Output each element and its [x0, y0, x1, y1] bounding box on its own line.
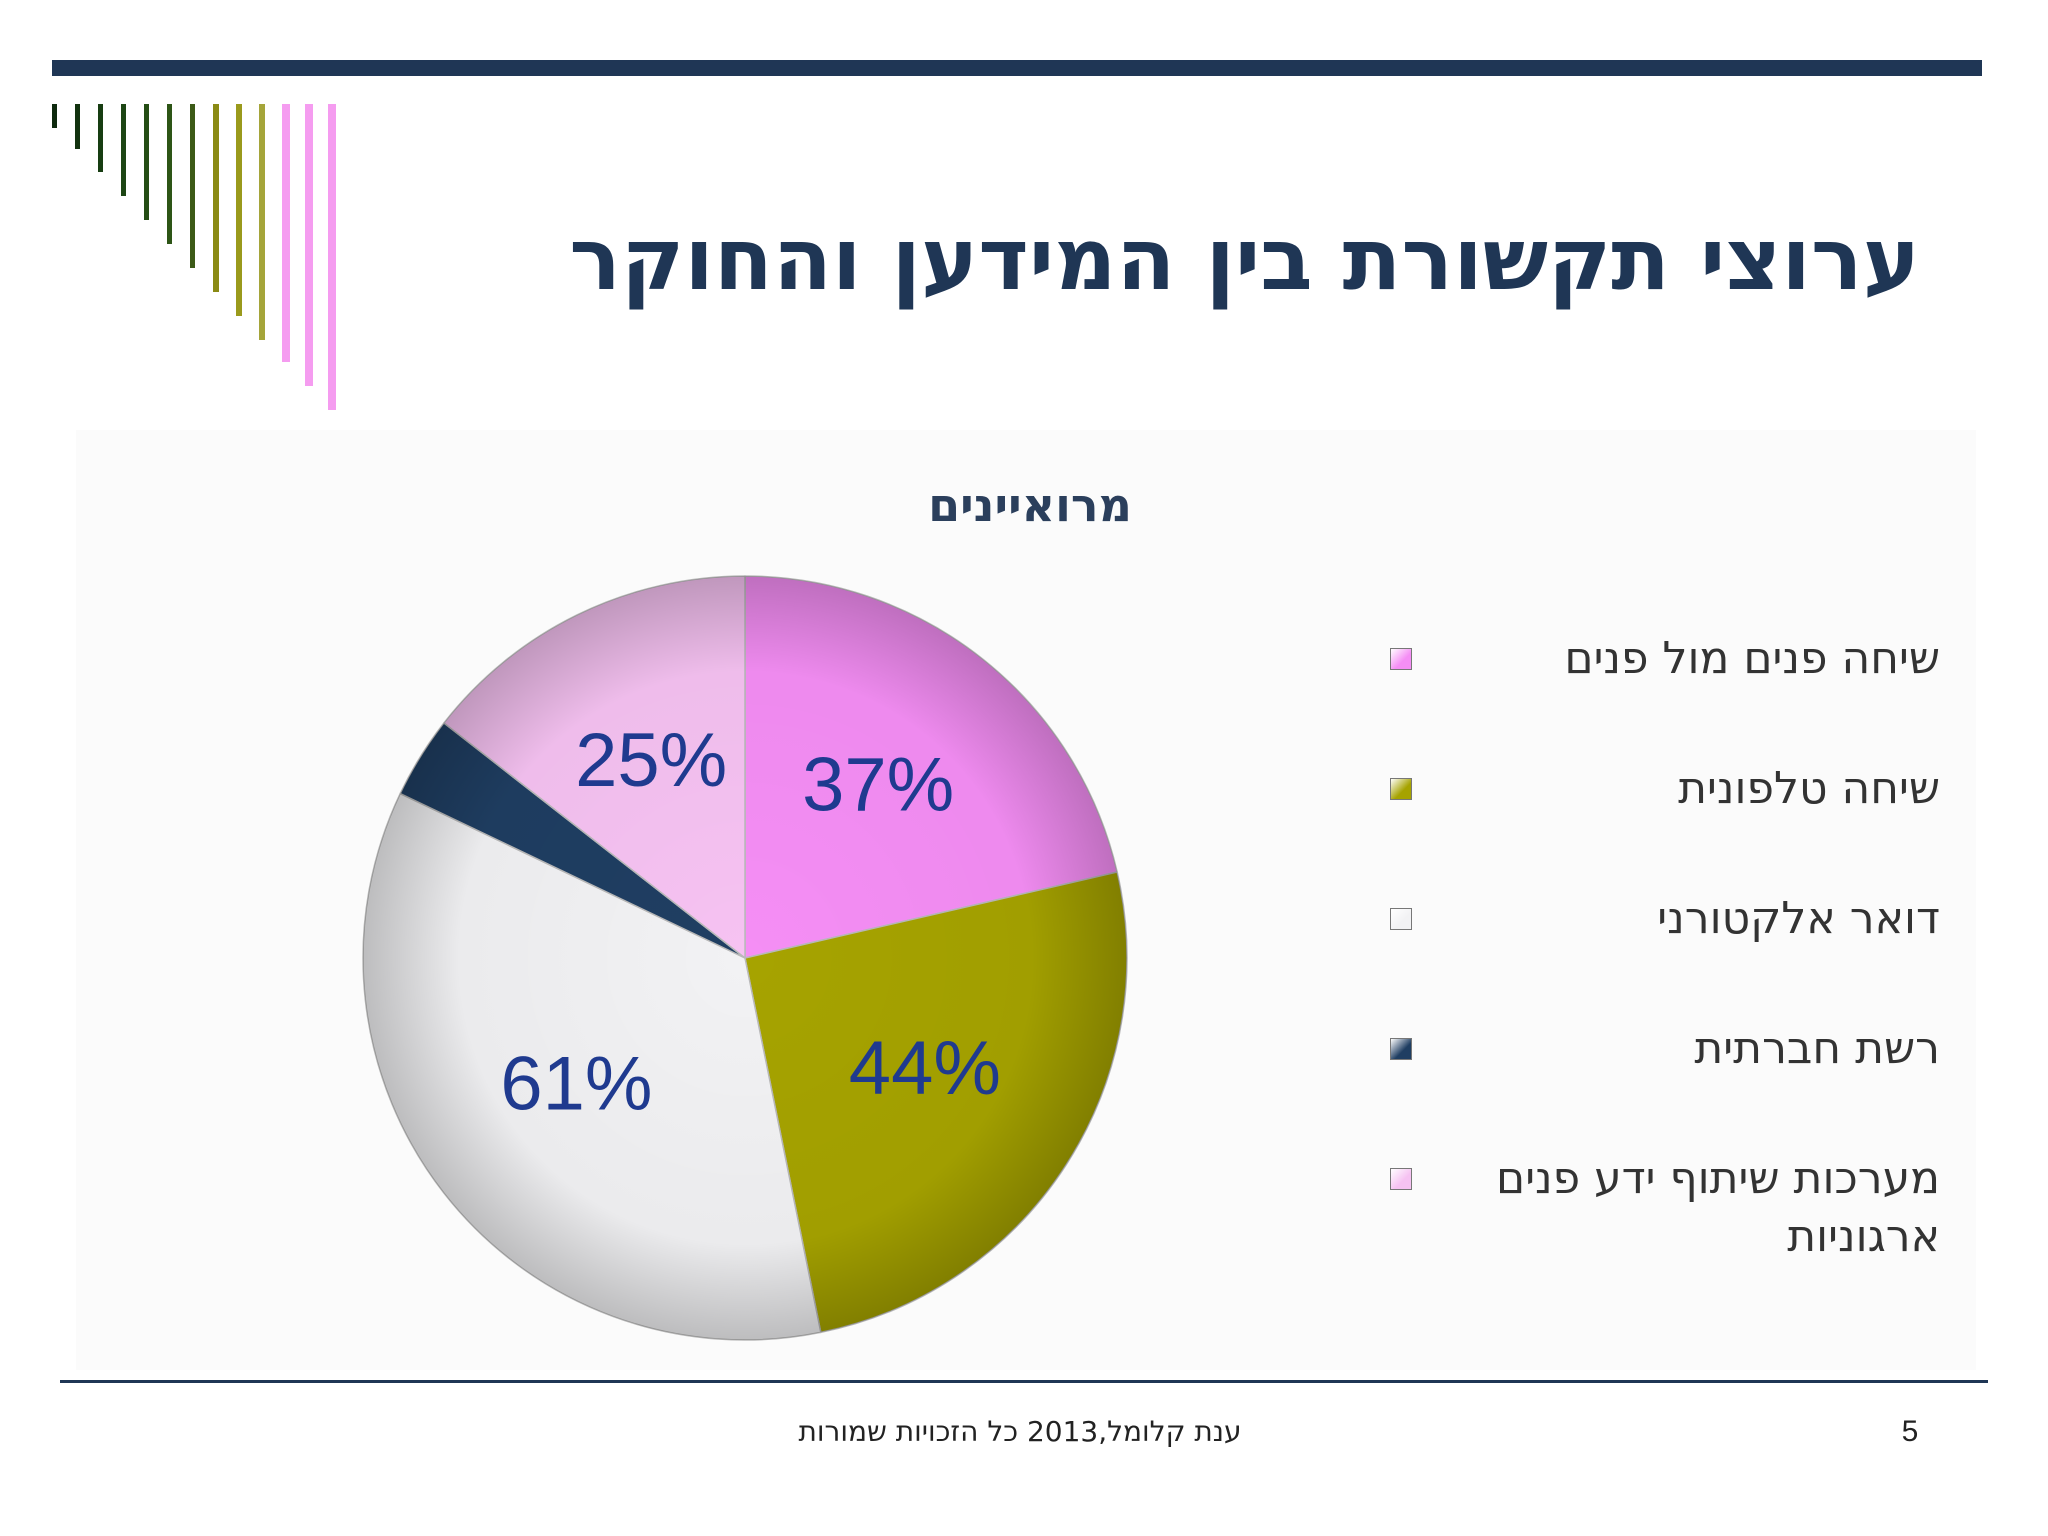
pie-shading — [363, 576, 1127, 1340]
legend-swatch — [1390, 648, 1412, 670]
legend-item: מערכות שיתוף ידע פנים ארגוניות — [1380, 1150, 1940, 1262]
legend-label: שיחה טלפונית — [1678, 763, 1940, 814]
pie-data-label: 44% — [849, 1026, 1001, 1111]
decorative-bar — [236, 104, 242, 316]
bottom-rule — [60, 1380, 1988, 1383]
legend-swatch — [1390, 1038, 1412, 1060]
pie-data-label: 25% — [575, 718, 727, 803]
decorative-bar — [328, 104, 336, 410]
legend-item: שיחה פנים מול פנים — [1380, 630, 1940, 710]
legend-label: מערכות שיתוף ידע פנים ארגוניות — [1496, 1153, 1940, 1262]
decorative-bar — [144, 104, 149, 220]
legend-item: דואר אלקטורני — [1380, 890, 1940, 970]
top-rule — [52, 60, 1982, 76]
decorative-bar — [259, 104, 265, 340]
legend-swatch — [1390, 908, 1412, 930]
legend-label: רשת חברתית — [1694, 1023, 1940, 1074]
decorative-bar — [121, 104, 126, 196]
decorative-bar — [98, 104, 103, 172]
footer-text: ענת קלומל,2013 כל הזכויות שמורות — [798, 1415, 1242, 1448]
legend-label: דואר אלקטורני — [1657, 893, 1940, 944]
decorative-bar — [52, 104, 57, 128]
legend-swatch — [1390, 1168, 1412, 1190]
slide-title: ערוצי תקשורת בין המידען והחוקר — [569, 210, 1920, 310]
legend-item: שיחה טלפונית — [1380, 760, 1940, 840]
legend-label: שיחה פנים מול פנים — [1564, 633, 1940, 684]
decorative-bar — [167, 104, 172, 244]
pie-data-label: 61% — [500, 1042, 652, 1127]
decorative-bar — [282, 104, 290, 362]
decorative-bar — [75, 104, 80, 149]
legend-swatch — [1390, 778, 1412, 800]
decorative-bar — [190, 104, 195, 268]
chart-title: מרואיינים — [928, 478, 1132, 532]
pie-data-label: 37% — [802, 743, 954, 828]
page-number: 5 — [1901, 1415, 1919, 1448]
legend-item: רשת חברתית — [1380, 1020, 1940, 1100]
decorative-bar — [305, 104, 313, 386]
decorative-bar — [213, 104, 219, 292]
